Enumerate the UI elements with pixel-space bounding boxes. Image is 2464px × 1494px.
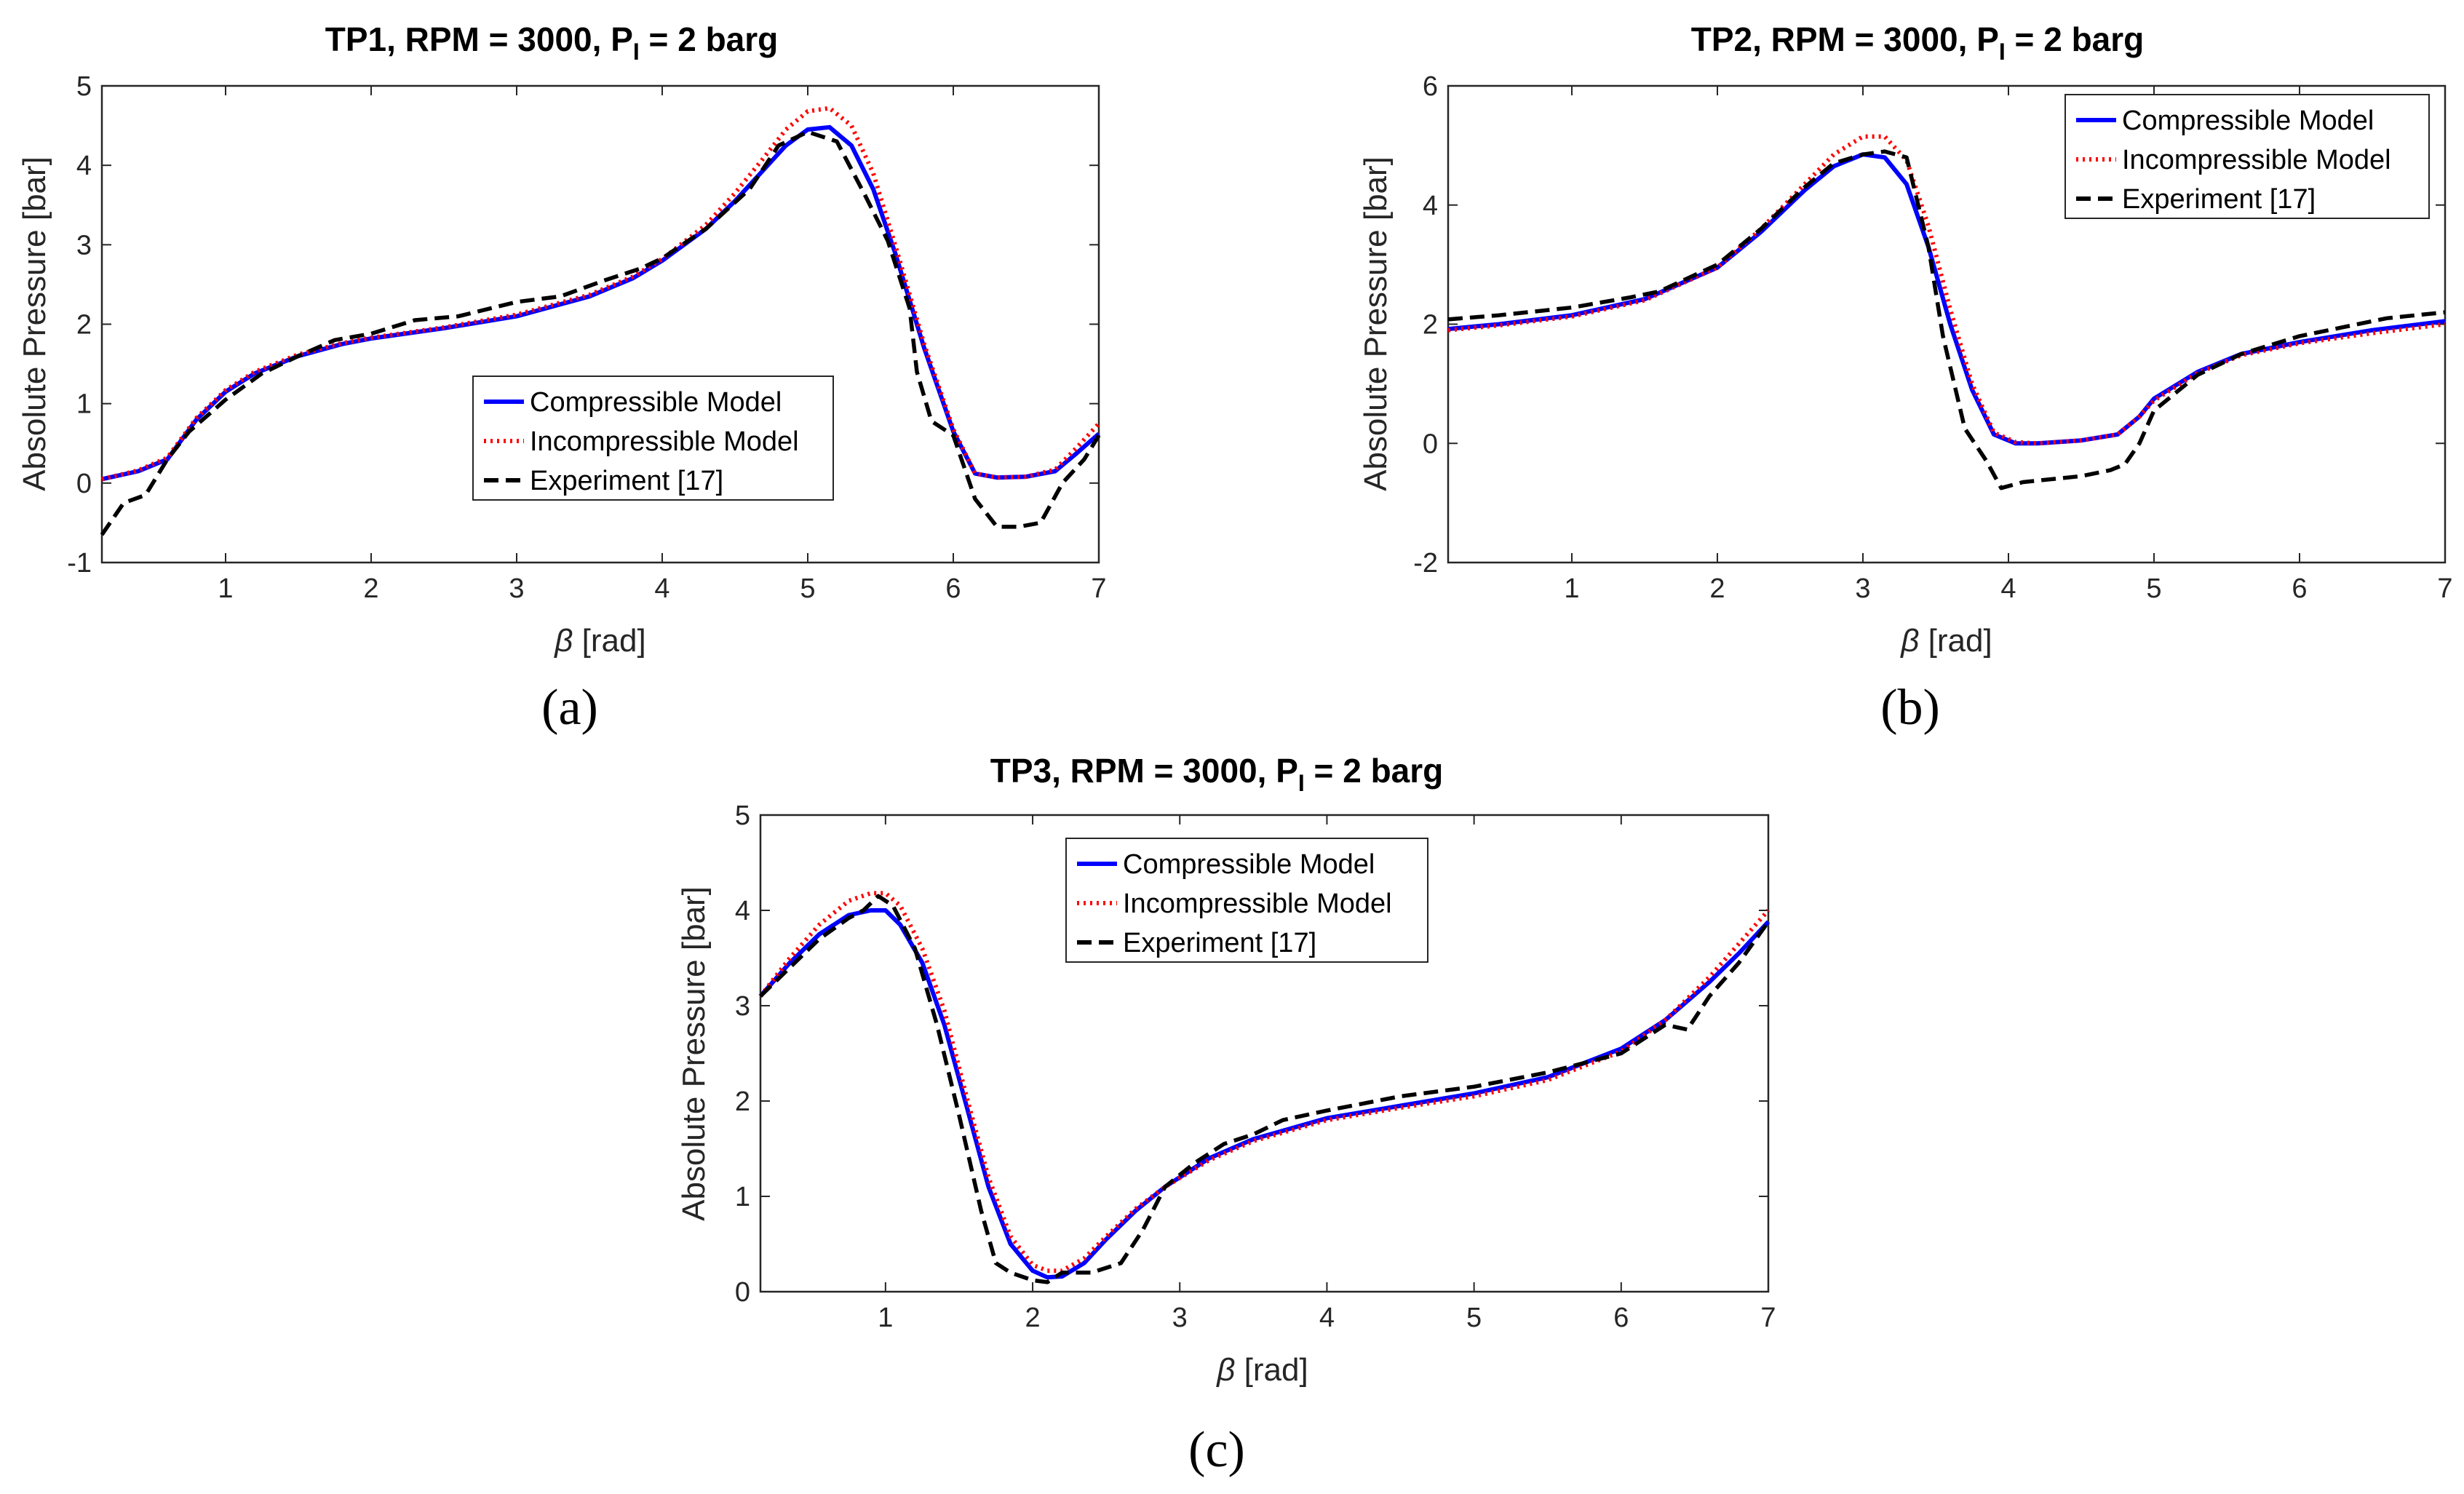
x-tick-label: 6 [1613, 1303, 1629, 1333]
x-axis-label: β [rad] [1215, 1352, 1308, 1388]
x-tick-label: 7 [1760, 1303, 1776, 1333]
series-lines [1447, 134, 2446, 490]
x-axis-label: β [rad] [1899, 623, 1992, 659]
series-line-experiment [1447, 149, 2446, 490]
x-tick-label: 6 [945, 573, 961, 604]
legend-label-compressible: Compressible Model [530, 387, 782, 418]
chart-title: TP1, RPM = 3000, PI = 2 barg [325, 20, 779, 65]
y-axis-label: Absolute Pressure [bar] [17, 156, 52, 491]
x-axis-ticks: 1 2 3 4 5 6 7 [878, 815, 1776, 1333]
legend-label-incompressible: Incompressible Model [2122, 145, 2391, 175]
panel-label: (c) [1188, 1422, 1245, 1478]
x-axis-ticks: 1 2 3 4 5 6 7 [218, 86, 1107, 604]
legend-box [1065, 838, 1428, 963]
y-axis-ticks: -2 0 2 4 6 [1413, 71, 2445, 579]
y-tick-label: 5 [735, 800, 750, 831]
legend: Compressible Model Incompressible Model … [472, 376, 834, 501]
x-tick-label: 5 [2146, 573, 2161, 604]
x-axis-label: β [rad] [553, 623, 645, 659]
legend-label-experiment: Experiment [17] [2122, 184, 2316, 215]
y-tick-label: 4 [76, 151, 92, 181]
x-tick-label: 4 [1319, 1303, 1335, 1333]
y-tick-label: 3 [76, 230, 92, 261]
x-tick-label: 7 [2437, 573, 2452, 604]
y-tick-label: -1 [67, 548, 92, 579]
y-tick-label: 5 [76, 71, 92, 102]
x-tick-label: 3 [1855, 573, 1870, 604]
x-tick-label: 7 [1091, 573, 1106, 604]
legend-label-compressible: Compressible Model [2122, 106, 2374, 136]
y-tick-label: 1 [735, 1182, 750, 1212]
y-tick-label: 2 [76, 310, 92, 341]
y-axis-label: Absolute Pressure [bar] [1358, 156, 1394, 491]
legend-label-experiment: Experiment [17] [530, 466, 723, 496]
x-tick-label: 1 [878, 1303, 893, 1333]
x-tick-label: 3 [509, 573, 524, 604]
y-tick-label: 3 [735, 991, 750, 1022]
legend-box [2064, 94, 2430, 219]
y-axis-label: Absolute Pressure [bar] [676, 886, 712, 1221]
y-tick-label: 0 [76, 469, 92, 499]
legend-label-incompressible: Incompressible Model [1123, 889, 1392, 919]
y-tick-label: 2 [735, 1086, 750, 1117]
y-axis-ticks: 0 1 2 3 4 5 [735, 800, 1768, 1308]
y-tick-label: 2 [1423, 310, 1438, 341]
y-tick-label: -2 [1413, 548, 1438, 579]
chart-title: TP3, RPM = 3000, PI = 2 barg [990, 752, 1444, 796]
legend-label-experiment: Experiment [17] [1123, 928, 1316, 958]
x-tick-label: 5 [1466, 1303, 1482, 1333]
x-tick-label: 1 [1564, 573, 1579, 604]
series-line-experiment [759, 894, 1770, 1284]
chart-panel-b: TP2, RPM = 3000, PI = 2 barg 1 2 3 4 5 6 7 -2 0… [1358, 20, 2453, 736]
series-lines [100, 106, 1101, 536]
chart-title: TP2, RPM = 3000, PI = 2 barg [1691, 20, 2145, 65]
panel-label: (b) [1880, 680, 1940, 736]
x-tick-label: 6 [2292, 573, 2307, 604]
y-tick-label: 0 [1423, 429, 1438, 459]
x-axis-ticks: 1 2 3 4 5 6 7 [1564, 86, 2453, 604]
series-line-experiment [100, 130, 1101, 536]
y-tick-label: 4 [1423, 191, 1438, 221]
series-line-incompressible [758, 891, 1770, 1274]
y-axis-ticks: -1 0 1 2 3 4 5 [67, 71, 1099, 579]
x-tick-label: 5 [800, 573, 815, 604]
legend-box [472, 376, 834, 501]
y-tick-label: 6 [1423, 71, 1438, 102]
legend: Compressible Model Incompressible Model … [2064, 94, 2430, 219]
x-tick-label: 4 [2000, 573, 2016, 604]
y-tick-label: 1 [76, 389, 92, 420]
chart-panel-a: TP1, RPM = 3000, PI = 2 barg 1 2 3 4 5 6 7 -1 0… [17, 20, 1107, 736]
y-tick-label: 4 [735, 896, 750, 926]
panel-label: (a) [541, 680, 598, 736]
x-tick-label: 3 [1172, 1303, 1188, 1333]
x-tick-label: 2 [1025, 1303, 1040, 1333]
y-tick-label: 0 [735, 1277, 750, 1308]
series-lines [758, 891, 1770, 1284]
x-tick-label: 1 [218, 573, 233, 604]
x-tick-label: 2 [1709, 573, 1725, 604]
legend-label-incompressible: Incompressible Model [530, 426, 799, 457]
x-tick-label: 2 [363, 573, 378, 604]
chart-panel-c: TP3, RPM = 3000, PI = 2 barg 1 2 3 4 5 6 7 0 1 2… [676, 752, 1776, 1478]
legend-label-compressible: Compressible Model [1123, 849, 1375, 880]
series-line-compressible [758, 908, 1770, 1280]
x-tick-label: 4 [654, 573, 669, 604]
legend: Compressible Model Incompressible Model … [1065, 838, 1428, 963]
